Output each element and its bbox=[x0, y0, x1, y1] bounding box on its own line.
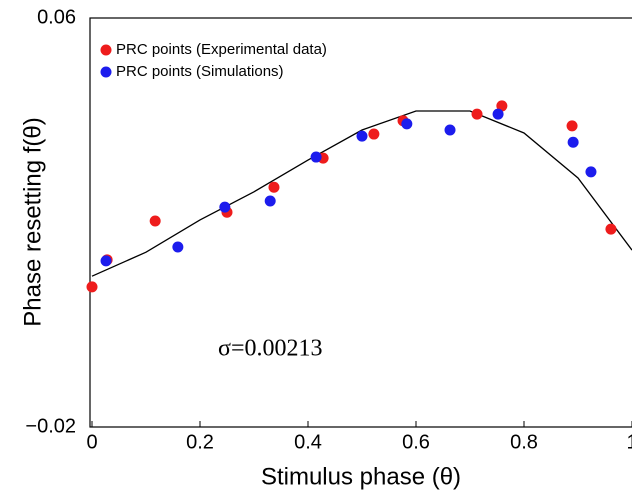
data-point bbox=[86, 281, 98, 293]
y-tick-label: 0.06 bbox=[37, 6, 76, 28]
annotation: σ=0.00213 bbox=[218, 336, 322, 362]
data-point bbox=[567, 136, 579, 148]
data-point bbox=[444, 124, 456, 136]
fit-curve bbox=[91, 110, 632, 277]
x-tick-label: 0.4 bbox=[294, 431, 322, 453]
x-tick-label: 0.6 bbox=[402, 431, 430, 453]
x-tick-label: 0.8 bbox=[510, 431, 538, 453]
data-point bbox=[492, 108, 504, 120]
data-point bbox=[401, 118, 413, 130]
data-point bbox=[566, 120, 578, 132]
x-axis-label: Stimulus phase (θ) bbox=[261, 463, 461, 490]
data-point bbox=[471, 108, 483, 120]
data-point bbox=[149, 215, 161, 227]
data-point bbox=[585, 166, 597, 178]
legend-label: PRC points (Experimental data) bbox=[116, 41, 327, 58]
data-point bbox=[264, 195, 276, 207]
data-point bbox=[310, 151, 322, 163]
y-axis-label: Phase resetting f(θ) bbox=[19, 117, 46, 326]
plot-frame bbox=[89, 17, 632, 428]
data-point bbox=[268, 181, 280, 193]
legend-label: PRC points (Simulations) bbox=[116, 63, 284, 80]
data-point bbox=[605, 223, 617, 235]
data-point bbox=[496, 100, 508, 112]
x-tick-label: 1 bbox=[626, 431, 632, 453]
data-point bbox=[356, 130, 368, 142]
x-tick-label: 0 bbox=[86, 431, 97, 453]
legend-marker bbox=[100, 44, 112, 56]
legend-marker bbox=[100, 66, 112, 78]
data-point bbox=[368, 128, 380, 140]
data-point bbox=[219, 201, 231, 213]
y-tick-label: −0.02 bbox=[25, 415, 76, 437]
data-point bbox=[100, 255, 112, 267]
x-tick-label: 0.2 bbox=[186, 431, 214, 453]
data-point bbox=[172, 241, 184, 253]
